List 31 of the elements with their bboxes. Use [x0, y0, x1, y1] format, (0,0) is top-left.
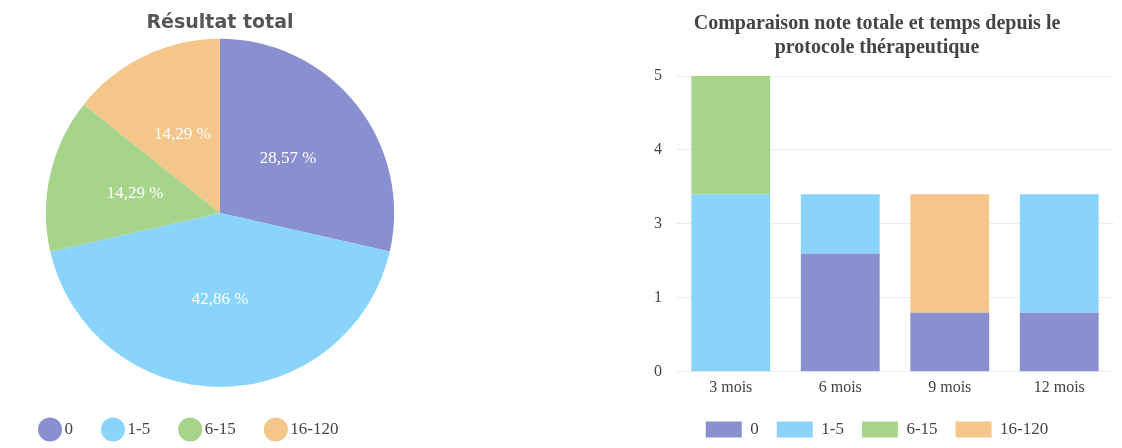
legend-label: 16-120	[290, 418, 339, 438]
legend-label: 0	[750, 418, 759, 438]
y-tick-label: 1	[654, 288, 662, 306]
legend-label: 16-120	[1000, 418, 1049, 438]
x-tick-label: 3 mois	[709, 377, 753, 395]
y-tick-label: 3	[654, 214, 662, 232]
legend-label: 1-5	[821, 418, 844, 438]
bar	[1019, 194, 1099, 313]
legend-label: 6-15	[906, 418, 938, 438]
chart-title: Comparaison note totale et temps depuis le protocole thérapeutique	[693, 11, 1061, 59]
bar	[1019, 312, 1099, 372]
data-label: 14,29 %	[106, 183, 164, 203]
bar	[910, 194, 990, 313]
y-tick-label: 4	[654, 140, 662, 158]
data-label: 42,86 %	[191, 289, 249, 309]
legend-label: 0	[64, 418, 73, 438]
legend-label: 1-5	[127, 418, 151, 438]
chart-title: Résultat total	[146, 10, 294, 33]
bar	[691, 194, 771, 372]
legend-label: 6-15	[204, 418, 236, 438]
x-tick-label: 12 mois	[1033, 377, 1085, 395]
x-tick-label: 9 mois	[928, 377, 972, 395]
bar	[800, 194, 880, 254]
bar	[691, 76, 771, 195]
y-tick-label: 5	[654, 66, 662, 84]
bar	[800, 253, 880, 372]
x-tick-label: 6 mois	[818, 377, 862, 395]
data-label: 14,29 %	[153, 123, 211, 143]
bar	[910, 312, 990, 372]
y-tick-label: 0	[654, 362, 662, 379]
data-label: 28,57 %	[259, 148, 317, 168]
